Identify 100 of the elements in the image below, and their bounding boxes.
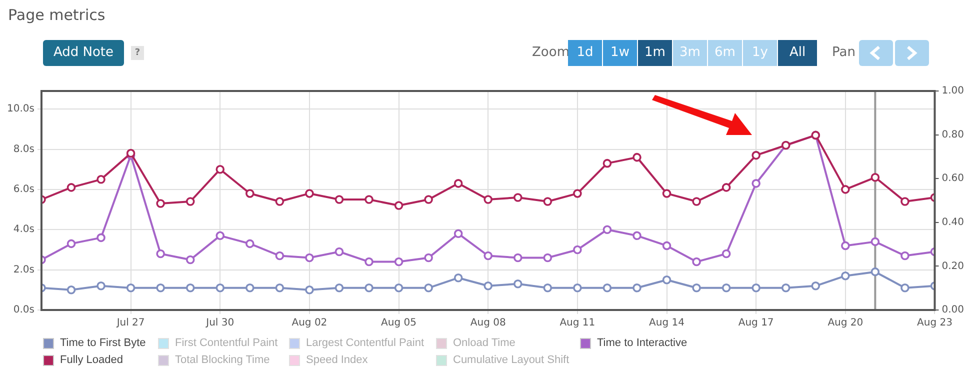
point bbox=[96, 281, 106, 290]
point bbox=[394, 201, 404, 210]
legend-label: Cumulative Layout Shift bbox=[453, 354, 570, 366]
point bbox=[513, 193, 522, 202]
point bbox=[573, 284, 582, 292]
y2-tick-label: 1.00 bbox=[942, 86, 964, 97]
point bbox=[454, 229, 463, 238]
x-tick-label: Jul 27 bbox=[116, 318, 145, 329]
point bbox=[186, 284, 195, 292]
point bbox=[573, 245, 582, 254]
point bbox=[662, 189, 672, 198]
point bbox=[543, 197, 552, 206]
point bbox=[722, 249, 731, 258]
y-tick-label: 6.0s bbox=[13, 184, 34, 196]
x-tick-label: Jul 30 bbox=[205, 318, 234, 329]
point bbox=[66, 286, 76, 294]
point bbox=[305, 286, 314, 294]
point bbox=[216, 164, 225, 174]
y-tick-label: 2.0s bbox=[13, 264, 34, 276]
y2-tick-label: 0.00 bbox=[942, 304, 964, 316]
y2-tick-label: 0.40 bbox=[942, 216, 964, 228]
point bbox=[216, 231, 225, 240]
point bbox=[334, 247, 344, 256]
x-tick-label: Aug 14 bbox=[649, 318, 684, 329]
point bbox=[334, 195, 344, 204]
point bbox=[394, 257, 404, 266]
y-tick-label: 10.0s bbox=[6, 104, 34, 115]
point bbox=[752, 284, 760, 292]
point bbox=[126, 284, 136, 292]
text: 1d bbox=[568, 40, 602, 66]
point bbox=[692, 197, 701, 206]
x-tick-label: Aug 02 bbox=[292, 318, 328, 329]
text: Zoom bbox=[532, 44, 570, 62]
point bbox=[246, 189, 254, 198]
point bbox=[841, 241, 850, 250]
chart-title: Page metrics bbox=[8, 6, 106, 24]
point bbox=[305, 189, 314, 198]
text: 1w bbox=[603, 40, 637, 66]
point bbox=[870, 237, 880, 246]
point bbox=[513, 279, 522, 288]
y2-tick-label: 0.60 bbox=[942, 173, 964, 184]
point bbox=[454, 179, 463, 188]
point bbox=[424, 284, 433, 292]
point bbox=[602, 225, 612, 234]
point bbox=[722, 183, 731, 192]
y-tick-label: 8.0s bbox=[13, 144, 34, 155]
point bbox=[305, 253, 314, 262]
point bbox=[156, 284, 165, 292]
point bbox=[752, 150, 760, 160]
point bbox=[275, 197, 284, 206]
point bbox=[602, 284, 612, 292]
point bbox=[513, 253, 522, 262]
point bbox=[870, 267, 880, 276]
legend-label: Speed Index bbox=[306, 354, 368, 366]
text: 1m bbox=[638, 40, 672, 66]
point bbox=[96, 233, 106, 242]
point bbox=[900, 251, 910, 260]
point bbox=[543, 253, 552, 262]
legend-label: Onload Time bbox=[453, 337, 516, 349]
point bbox=[602, 158, 612, 168]
text: 6m bbox=[708, 40, 742, 66]
text: ? bbox=[131, 46, 144, 60]
legend-label: Total Blocking Time bbox=[175, 354, 270, 366]
point bbox=[66, 183, 76, 192]
y2-tick-label: 0.80 bbox=[942, 129, 964, 140]
point bbox=[870, 172, 880, 182]
x-tick-label: Aug 08 bbox=[470, 318, 506, 329]
legend-label: Time to First Byte bbox=[60, 337, 146, 349]
point bbox=[841, 185, 850, 194]
point bbox=[632, 231, 642, 240]
legend-label: Time to Interactive bbox=[597, 337, 688, 349]
text: 3m bbox=[673, 40, 707, 66]
point bbox=[186, 197, 195, 206]
point bbox=[275, 284, 284, 292]
x-tick-label: Aug 11 bbox=[560, 318, 596, 329]
point bbox=[424, 195, 433, 204]
point bbox=[632, 152, 642, 162]
legend-label: First Contentful Paint bbox=[175, 337, 278, 349]
point bbox=[364, 195, 374, 204]
point bbox=[334, 284, 344, 292]
y-tick-label: 4.0s bbox=[13, 224, 34, 236]
point bbox=[364, 284, 374, 292]
point bbox=[216, 284, 225, 292]
point bbox=[246, 239, 254, 248]
point bbox=[781, 284, 790, 292]
point bbox=[662, 275, 672, 284]
y-tick-label: 0.0s bbox=[13, 304, 34, 316]
text: All bbox=[778, 40, 817, 66]
x-tick-label: Aug 23 bbox=[917, 318, 952, 329]
point bbox=[275, 251, 284, 260]
point bbox=[573, 189, 582, 198]
point bbox=[394, 284, 404, 292]
point bbox=[900, 284, 910, 292]
point bbox=[186, 255, 195, 264]
x-tick-label: Aug 17 bbox=[738, 318, 774, 329]
point bbox=[484, 281, 493, 290]
y2-tick-label: 0.20 bbox=[942, 260, 964, 272]
point bbox=[66, 239, 76, 248]
point bbox=[662, 241, 672, 250]
point bbox=[364, 257, 374, 266]
